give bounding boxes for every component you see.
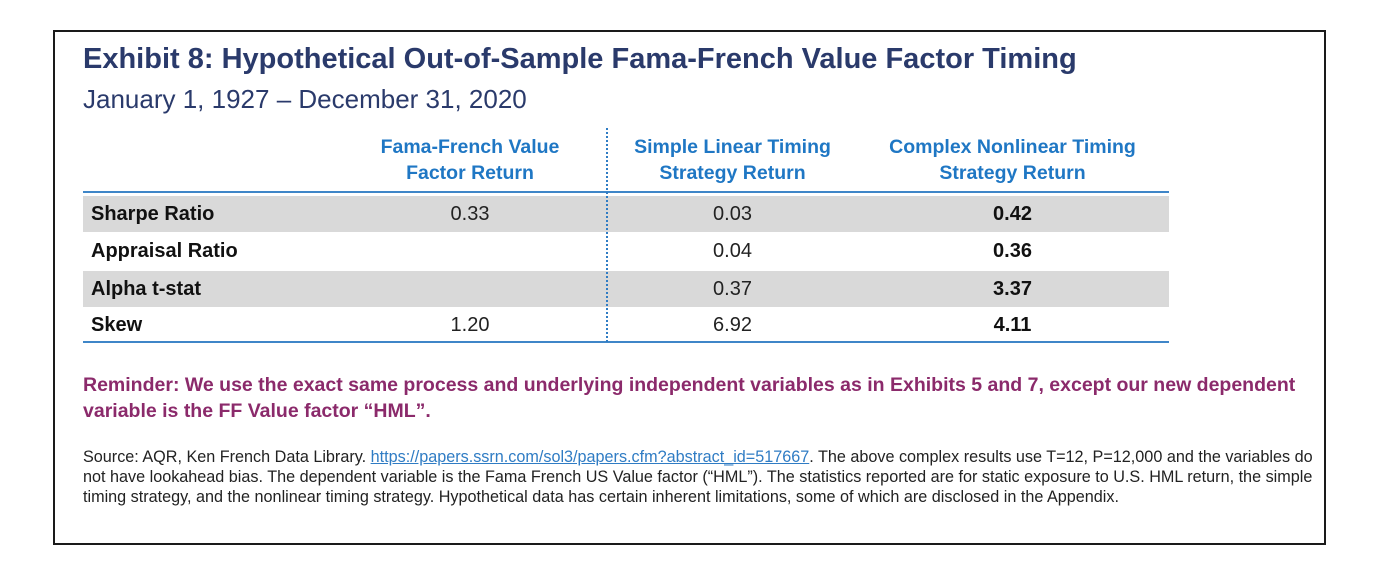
column-header-line: Strategy Return — [659, 162, 806, 184]
source-note: Source: AQR, Ken French Data Library. ht… — [83, 447, 1313, 507]
row-label: Sharpe Ratio — [91, 203, 215, 225]
cell-complex-nonlinear: 0.36 — [993, 240, 1032, 262]
reminder-note: Reminder: We use the exact same process … — [83, 374, 1296, 422]
cell-simple-linear: 6.92 — [713, 314, 752, 336]
exhibit-subtitle: January 1, 1927 – December 31, 2020 — [83, 84, 527, 114]
column-header-line: Strategy Return — [939, 162, 1086, 184]
column-header-ff-value: Fama-French Value Factor Return — [350, 134, 590, 186]
exhibit-title: Exhibit 8: Hypothetical Out-of-Sample Fa… — [83, 43, 1077, 75]
cell-ff-value: 1.20 — [450, 314, 490, 336]
table-bottom-divider — [83, 341, 1169, 343]
source-suffix: . The above complex results use T=12, P=… — [83, 448, 1313, 506]
table-row-skew: Skew 1.20 6.92 4.11 — [83, 307, 1169, 343]
cell-complex-nonlinear: 4.11 — [993, 314, 1032, 336]
header-divider — [83, 191, 1169, 193]
row-label: Alpha t-stat — [91, 278, 201, 300]
table-row-alpha-t-stat: Alpha t-stat 0.37 3.37 — [83, 271, 1169, 307]
column-header-complex-nonlinear: Complex Nonlinear Timing Strategy Return — [860, 134, 1165, 186]
column-header-simple-linear: Simple Linear Timing Strategy Return — [610, 134, 855, 186]
table-row-appraisal-ratio: Appraisal Ratio 0.04 0.36 — [83, 233, 1169, 269]
cell-simple-linear: 0.03 — [713, 203, 752, 225]
column-header-line: Simple Linear Timing — [634, 136, 831, 158]
column-header-line: Fama-French Value — [380, 136, 560, 158]
column-header-line: Complex Nonlinear Timing — [889, 136, 1136, 158]
table-row-sharpe-ratio: Sharpe Ratio 0.33 0.03 0.42 — [83, 196, 1169, 232]
cell-complex-nonlinear: 0.42 — [993, 203, 1032, 225]
column-header-line: Factor Return — [406, 162, 534, 184]
source-prefix: Source: AQR, Ken French Data Library. — [83, 448, 371, 466]
row-label: Skew — [91, 314, 143, 336]
cell-simple-linear: 0.37 — [713, 278, 752, 300]
cell-simple-linear: 0.04 — [713, 240, 752, 262]
source-link[interactable]: https://papers.ssrn.com/sol3/papers.cfm?… — [370, 448, 810, 466]
cell-complex-nonlinear: 3.37 — [993, 278, 1032, 300]
row-label: Appraisal Ratio — [91, 240, 238, 262]
cell-ff-value: 0.33 — [450, 203, 490, 225]
exhibit-frame — [53, 30, 1326, 545]
column-separator — [606, 128, 608, 342]
